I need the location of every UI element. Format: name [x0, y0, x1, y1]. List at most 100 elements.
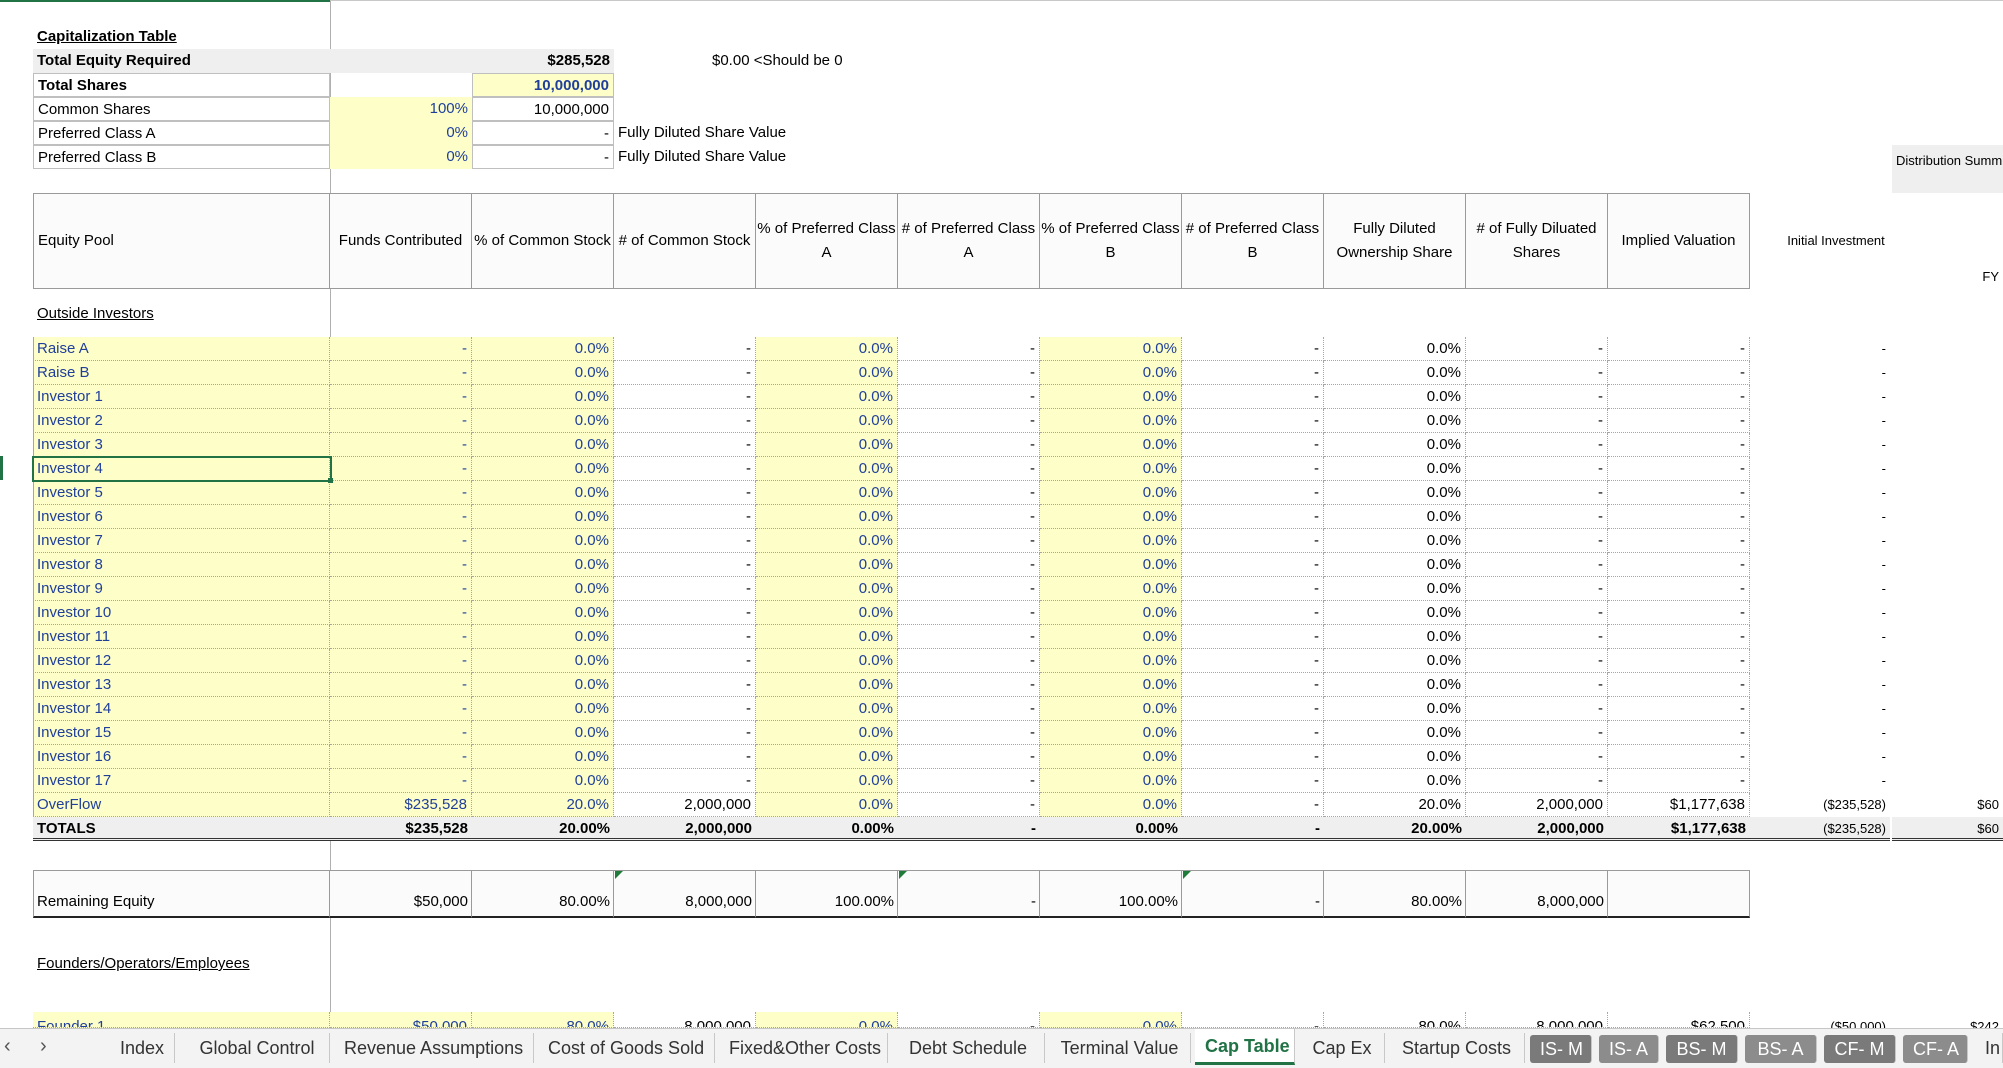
cell-num_common[interactable]: -	[614, 577, 756, 601]
cell-num_a[interactable]: -	[898, 721, 1040, 745]
totals-pct_b[interactable]: 0.00%	[1040, 817, 1182, 841]
cell-num_a[interactable]: -	[898, 769, 1040, 793]
cell-funds[interactable]: -	[330, 625, 472, 649]
cell-num_b[interactable]: -	[1182, 337, 1324, 361]
cell-name[interactable]: Investor 6	[33, 505, 330, 529]
cell-num_common[interactable]: -	[614, 361, 756, 385]
totals-pct_common[interactable]: 20.00%	[472, 817, 614, 841]
cell-num_common[interactable]: -	[614, 385, 756, 409]
cell-pct_common[interactable]: 0.0%	[472, 649, 614, 673]
cell-num_a[interactable]: -	[898, 409, 1040, 433]
remaining-fd[interactable]: 80.00%	[1411, 893, 1462, 910]
cell-init[interactable]: -	[1881, 701, 1886, 716]
cell-funds[interactable]: -	[330, 529, 472, 553]
founder-name[interactable]: Founder 1	[33, 1012, 330, 1028]
cell-num_common[interactable]: -	[614, 553, 756, 577]
cell-num_a[interactable]: -	[898, 385, 1040, 409]
cell-num_common[interactable]: -	[614, 481, 756, 505]
cell-funds[interactable]: -	[330, 649, 472, 673]
founder-pct_b[interactable]: 0.0%	[1040, 1012, 1182, 1028]
cell-name[interactable]: Investor 13	[33, 673, 330, 697]
cell-pct_common[interactable]: 0.0%	[472, 673, 614, 697]
cell-fd[interactable]: 0.0%	[1324, 601, 1466, 625]
cell-num_a[interactable]: -	[898, 649, 1040, 673]
cell-pct_a[interactable]: 0.0%	[756, 601, 898, 625]
cell-pct_b[interactable]: 0.0%	[1040, 649, 1182, 673]
cell-funds[interactable]: -	[330, 745, 472, 769]
cell-num_b[interactable]: -	[1182, 769, 1324, 793]
cell-num_b[interactable]: -	[1182, 649, 1324, 673]
sheet-tab-revenue-assumptions[interactable]: Revenue Assumptions	[334, 1033, 534, 1063]
fill-handle[interactable]	[328, 478, 333, 483]
cell-num_a[interactable]: -	[898, 505, 1040, 529]
cell-val[interactable]: -	[1608, 577, 1750, 601]
cell-num_common[interactable]: -	[614, 457, 756, 481]
sheet-tab-fixed-other-costs[interactable]: Fixed&Other Costs	[719, 1033, 888, 1063]
cell-name[interactable]: Investor 10	[33, 601, 330, 625]
scroll-tabs-left-icon[interactable]: ‹	[4, 1035, 11, 1057]
cell-funds[interactable]: $235,528	[330, 793, 472, 817]
cell-pct_common[interactable]: 20.0%	[472, 793, 614, 817]
cell-init[interactable]: -	[1881, 581, 1886, 596]
cell-num_b[interactable]: -	[1182, 601, 1324, 625]
cell-init[interactable]: -	[1881, 773, 1886, 788]
pref-b-label[interactable]: Preferred Class B	[33, 145, 330, 169]
cell-pct_a[interactable]: 0.0%	[756, 457, 898, 481]
cell-pct_a[interactable]: 0.0%	[756, 337, 898, 361]
cell-name[interactable]: Investor 9	[33, 577, 330, 601]
cell-num_b[interactable]: -	[1182, 793, 1324, 817]
sheet-tab-cost-of-goods-sold[interactable]: Cost of Goods Sold	[538, 1033, 715, 1063]
cell-pct_common[interactable]: 0.0%	[472, 529, 614, 553]
cell-val[interactable]: -	[1608, 721, 1750, 745]
totals-fd[interactable]: 20.00%	[1324, 817, 1466, 841]
sheet-tab-cf-m[interactable]: CF- M	[1824, 1035, 1896, 1063]
remaining-name[interactable]: Remaining Equity	[37, 893, 155, 910]
remaining-num_a[interactable]: -	[1031, 893, 1036, 910]
cell-num_a[interactable]: -	[898, 481, 1040, 505]
founder-pct_common[interactable]: 80.0%	[472, 1012, 614, 1028]
cell-fd[interactable]: 0.0%	[1324, 745, 1466, 769]
cell-num_b[interactable]: -	[1182, 505, 1324, 529]
cell-val[interactable]: -	[1608, 673, 1750, 697]
cell-fd[interactable]: 20.0%	[1324, 793, 1466, 817]
sheet-tab-in[interactable]: In	[1975, 1033, 2003, 1063]
cell-name[interactable]: Investor 15	[33, 721, 330, 745]
cell-pct_b[interactable]: 0.0%	[1040, 625, 1182, 649]
founder-num_b[interactable]: -	[1182, 1012, 1324, 1028]
cell-num_b[interactable]: -	[1182, 721, 1324, 745]
cell-init[interactable]: -	[1881, 533, 1886, 548]
cell-val[interactable]: -	[1608, 553, 1750, 577]
cell-num_a[interactable]: -	[898, 601, 1040, 625]
cell-pct_b[interactable]: 0.0%	[1040, 529, 1182, 553]
cell-pct_b[interactable]: 0.0%	[1040, 337, 1182, 361]
cell-fd[interactable]: 0.0%	[1324, 409, 1466, 433]
cell-num_b[interactable]: -	[1182, 745, 1324, 769]
founder-init[interactable]: ($50,000)	[1830, 1019, 1886, 1028]
cell-fd_shares[interactable]: -	[1466, 361, 1608, 385]
cell-pct_b[interactable]: 0.0%	[1040, 721, 1182, 745]
cell-pct_b[interactable]: 0.0%	[1040, 673, 1182, 697]
equity-check[interactable]: $0.00 <Should be 0	[712, 52, 843, 69]
sheet-tab-debt-schedule[interactable]: Debt Schedule	[892, 1033, 1045, 1063]
cell-num_a[interactable]: -	[898, 793, 1040, 817]
sheet-tab-global-control[interactable]: Global Control	[185, 1033, 330, 1063]
cell-num_b[interactable]: -	[1182, 433, 1324, 457]
cell-num_b[interactable]: -	[1182, 577, 1324, 601]
cell-fd_shares[interactable]: -	[1466, 697, 1608, 721]
cell-pct_b[interactable]: 0.0%	[1040, 769, 1182, 793]
total-equity-label[interactable]: Total Equity Required	[33, 49, 330, 73]
cell-fd[interactable]: 0.0%	[1324, 337, 1466, 361]
cell-fd[interactable]: 0.0%	[1324, 721, 1466, 745]
cell-val[interactable]: -	[1608, 385, 1750, 409]
total-shares-input[interactable]: 10,000,000	[472, 73, 614, 97]
totals-num_common[interactable]: 2,000,000	[614, 817, 756, 841]
cell-pct_a[interactable]: 0.0%	[756, 553, 898, 577]
cell-pct_a[interactable]: 0.0%	[756, 697, 898, 721]
cell-init[interactable]: -	[1881, 509, 1886, 524]
cell-fd_shares[interactable]: -	[1466, 457, 1608, 481]
cell-name[interactable]: Investor 14	[33, 697, 330, 721]
cell-init[interactable]: -	[1881, 629, 1886, 644]
cell-val[interactable]: -	[1608, 433, 1750, 457]
cell-fy[interactable]: $60	[1977, 797, 1999, 812]
cell-funds[interactable]: -	[330, 721, 472, 745]
